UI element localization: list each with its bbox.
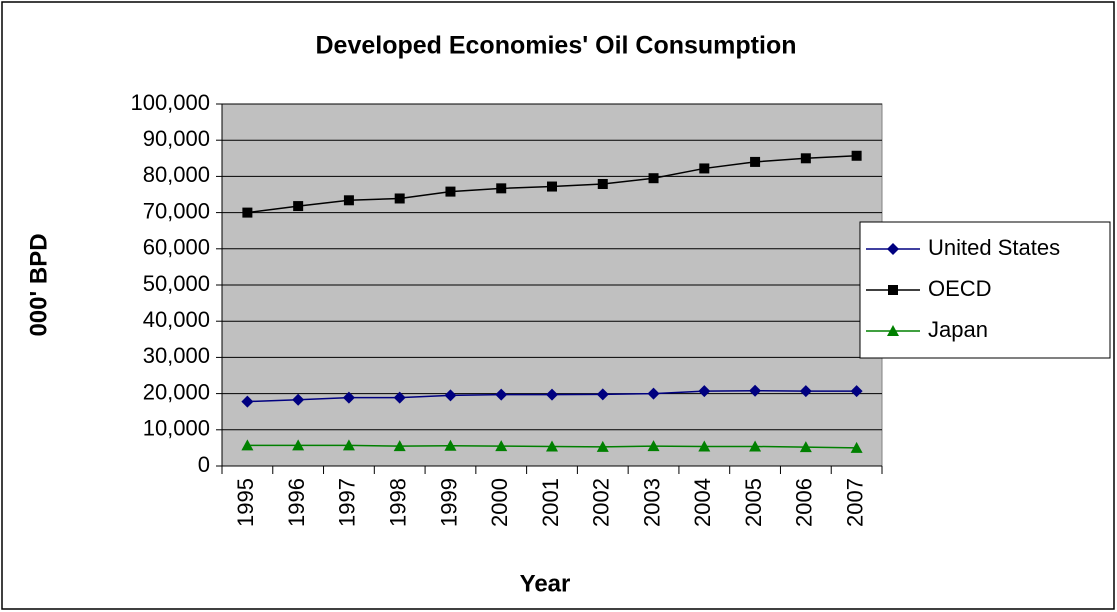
data-point [850,441,863,453]
data-point [749,384,762,397]
data-point [698,385,711,398]
x-tick-label: 1999 [436,478,461,527]
legend-marker [888,285,898,295]
x-tick-label: 2007 [842,478,867,527]
data-point [850,385,863,398]
data-point [799,441,812,453]
data-point [342,391,355,404]
data-point [647,387,660,400]
x-tick-label: 2000 [487,478,512,527]
legend-label: United States [928,235,1060,260]
chart-title: Developed Economies' Oil Consumption [315,32,796,60]
data-point [749,440,762,452]
data-point [647,440,660,452]
data-point [393,440,406,452]
data-point [800,153,811,164]
x-tick-label: 2001 [538,478,563,527]
data-point [750,156,761,167]
x-tick-label: 2004 [690,478,715,527]
data-point [444,389,457,402]
x-tick-label: 1998 [386,478,411,527]
data-point [445,186,456,197]
data-point [547,181,557,192]
y-tick-label: 100,000 [130,90,210,115]
x-tick-label: 1995 [233,478,258,527]
legend-label: OECD [928,276,992,301]
data-point [698,440,711,452]
data-point [546,388,558,401]
y-tick-label: 0 [198,452,210,477]
data-point [495,388,508,401]
y-tick-label: 10,000 [143,416,210,441]
data-point [394,193,405,204]
data-point [596,388,609,401]
data-point [851,150,862,161]
data-point [292,393,305,406]
data-point [597,179,608,190]
y-tick-label: 30,000 [143,343,210,368]
data-point [546,440,558,452]
data-point [648,173,659,184]
data-point [292,439,305,451]
data-point [343,195,354,206]
y-tick-label: 90,000 [143,126,210,151]
data-point [242,207,253,218]
data-point [241,439,254,451]
x-axis-label: Year [520,570,571,597]
x-tick-label: 1997 [335,478,360,527]
x-tick-label: 2002 [589,478,614,527]
data-point [241,395,254,408]
data-point [496,183,507,194]
data-point [699,163,710,174]
data-point [444,439,457,451]
y-tick-label: 50,000 [143,271,210,296]
x-tick-label: 2003 [639,478,664,527]
data-point [596,440,609,452]
y-tick-label: 60,000 [143,235,210,260]
y-tick-label: 80,000 [143,162,210,187]
y-tick-label: 70,000 [143,198,210,223]
y-tick-label: 20,000 [143,379,210,404]
legend-label: Japan [928,317,988,342]
x-tick-label: 2006 [792,478,817,527]
x-tick-label: 1996 [284,478,309,527]
data-point [495,440,508,452]
legend-marker [887,325,899,336]
data-point [293,201,304,212]
legend-marker [887,243,899,255]
data-point [342,439,355,451]
x-tick-label: 2005 [741,478,766,527]
data-point [799,385,812,398]
y-axis-label: 000' BPD [25,233,52,336]
data-point [393,391,406,404]
y-tick-label: 40,000 [143,307,210,332]
